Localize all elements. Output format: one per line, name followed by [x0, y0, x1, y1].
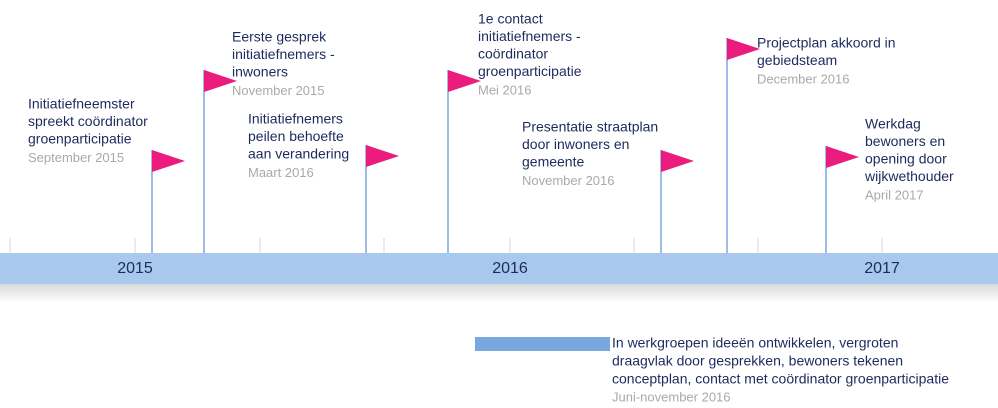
period-text: In werkgroepen ideeën ontwikkelen, vergr… [612, 335, 898, 351]
event-text: wijkwethouder [864, 168, 954, 184]
period-date: Juni-november 2016 [612, 389, 731, 404]
band-shadow [0, 283, 998, 303]
event-text: Projectplan akkoord in [757, 35, 896, 51]
period-bar [475, 337, 610, 351]
flag [661, 150, 694, 172]
event-text: gebiedsteam [757, 52, 837, 68]
flag [152, 150, 185, 172]
event-text: gemeente [522, 154, 584, 170]
event-text: peilen behoefte [248, 128, 344, 144]
event-text: groenparticipatie [478, 63, 582, 79]
event-date: April 2017 [865, 187, 924, 202]
flag [727, 38, 760, 60]
flag [366, 145, 399, 167]
flag [826, 146, 859, 168]
event-text: inwoners [232, 64, 288, 80]
event-date: November 2016 [522, 173, 615, 188]
timeline-band [0, 253, 998, 284]
period-text: conceptplan, contact met coördinator gro… [612, 371, 949, 387]
event-text: Initiatiefneemster [28, 96, 135, 112]
event-text: opening door [865, 151, 947, 167]
event-text: Eerste gesprek [232, 29, 327, 45]
year-label: 2016 [492, 260, 528, 277]
event-text: initiatiefnemers - [232, 46, 335, 62]
event-text: 1e contact [478, 11, 543, 27]
event-text: initiatiefnemers - [478, 28, 581, 44]
event-date: Maart 2016 [248, 165, 314, 180]
flag [448, 70, 481, 92]
period-text: draagvlak door gesprekken, bewoners teke… [612, 353, 903, 369]
event-text: door inwoners en [522, 136, 629, 152]
event-date: September 2015 [28, 150, 124, 165]
event-date: November 2015 [232, 83, 325, 98]
event-date: December 2016 [757, 71, 850, 86]
event-text: Presentatie straatplan [522, 119, 658, 135]
event-text: Werkdag [865, 116, 921, 132]
flag [204, 70, 237, 92]
year-label: 2017 [864, 260, 900, 277]
event-text: bewoners en [865, 133, 945, 149]
event-text: Initiatiefnemers [248, 111, 343, 127]
year-label: 2015 [117, 260, 153, 277]
ticks [9, 238, 883, 253]
event-text: groenparticipatie [28, 131, 132, 147]
event-text: spreekt coördinator [28, 113, 148, 129]
event-text: aan verandering [248, 146, 349, 162]
event-date: Mei 2016 [478, 82, 531, 97]
event-text: coördinator [478, 46, 548, 62]
